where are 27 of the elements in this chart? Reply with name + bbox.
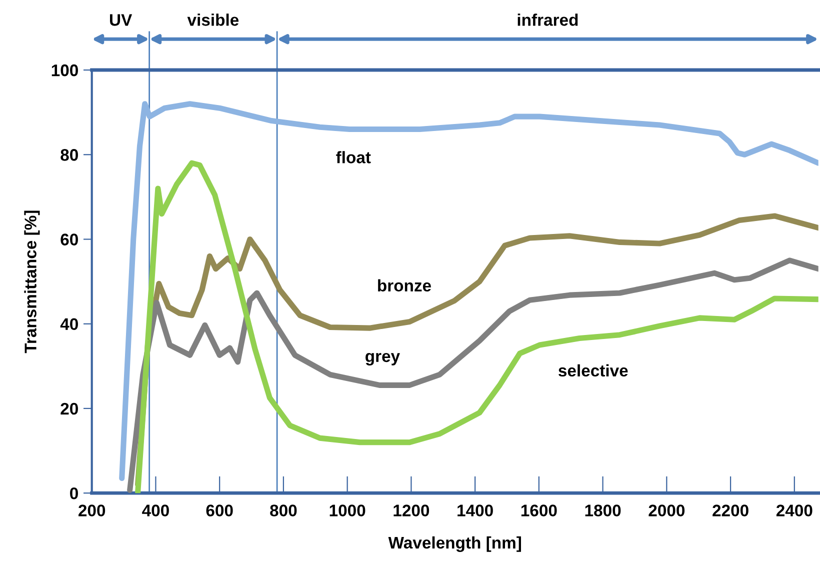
series-label: float [336,151,371,164]
y-tick-label: 40 [60,318,78,330]
x-tick-label: 1600 [521,504,557,516]
x-tick-label: 1000 [330,504,366,516]
y-tick-label: 80 [60,149,78,161]
y-tick-label: 60 [60,234,78,246]
x-tick-label: 200 [78,504,106,516]
text: UV [110,14,132,26]
x-tick-label: 2200 [712,504,748,516]
series-label: grey [366,352,400,366]
text: infrared [518,14,578,26]
series-label: bronze [378,279,431,292]
y-tick-label: 20 [60,402,78,415]
x-tick-label: 1400 [458,504,493,516]
x-tick-label: 600 [206,504,233,516]
x-tick-label: 1800 [585,504,621,516]
x-axis-title: Wavelength [nm] [388,536,521,552]
y-tick-label: 0 [70,487,78,500]
x-tick-label: 800 [270,504,297,516]
x-tick-label: 2400 [776,504,812,516]
y-axis-title: Transmittance [%] [24,210,40,354]
x-tick-label: 1200 [394,504,430,516]
x-tick-label: 400 [142,504,169,516]
text: visible [187,14,239,26]
x-tick-label: 2000 [648,504,685,516]
series-label: selective [558,364,628,377]
y-tick-label: 100 [52,64,78,76]
